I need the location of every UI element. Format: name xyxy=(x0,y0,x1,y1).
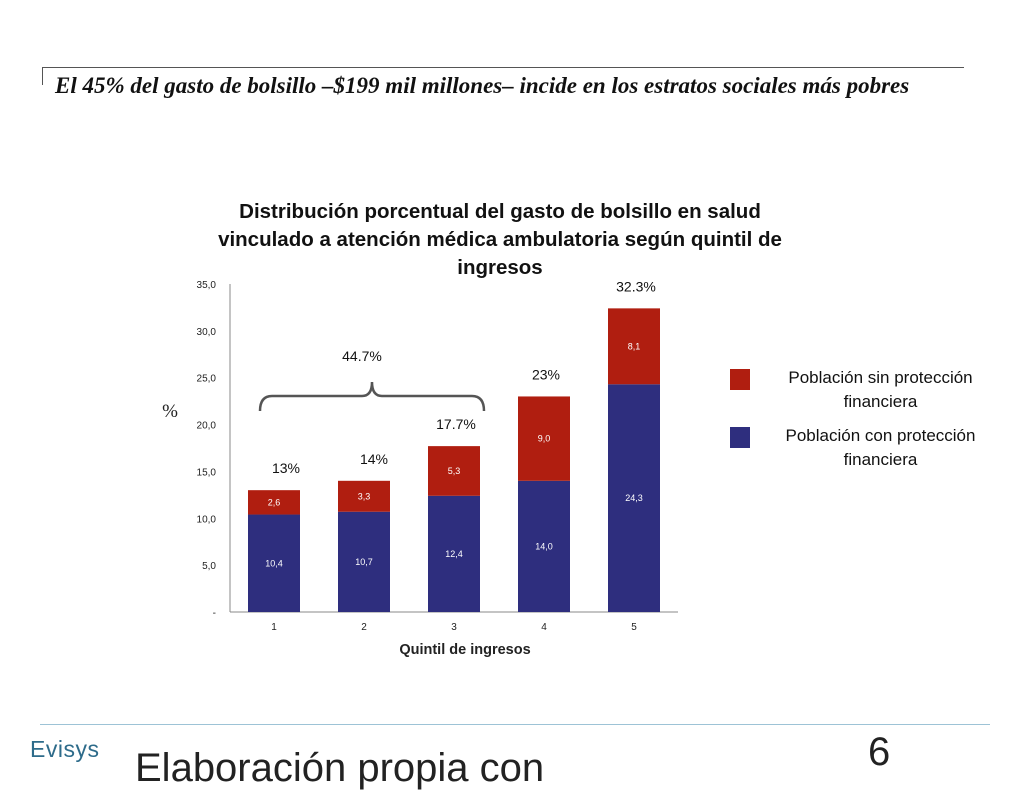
bar-data-label: 24,3 xyxy=(625,493,643,503)
chart-title: Distribución porcentual del gasto de bol… xyxy=(218,200,782,279)
x-tick-label: 3 xyxy=(451,622,457,633)
bar-segment-con-proteccion xyxy=(608,384,660,612)
header-tick xyxy=(42,67,43,85)
y-tick-label: 35,0 xyxy=(197,280,217,291)
quintile-bracket xyxy=(258,381,486,412)
legend-swatch-red xyxy=(730,369,750,390)
x-tick-label: 4 xyxy=(541,622,547,633)
bar-data-label: 2,6 xyxy=(268,497,281,507)
legend-label-con-proteccion: Población con protección financiera xyxy=(785,426,976,469)
bar-data-label: 14,0 xyxy=(535,541,553,551)
bar-segment-sin-proteccion xyxy=(248,490,300,515)
x-tick-label: 5 xyxy=(631,622,637,633)
bar-total-label: 14% xyxy=(360,451,388,467)
bar-total-label: 13% xyxy=(272,460,300,476)
y-tick-label: 30,0 xyxy=(197,327,217,338)
page-number: 6 xyxy=(868,730,891,774)
footer-note: Elaboración propia con xyxy=(135,746,545,790)
bar-segment-sin-proteccion xyxy=(518,396,570,481)
bar-data-label: 12,4 xyxy=(445,549,463,559)
bracket-label: 44.7% xyxy=(342,348,382,364)
x-tick-label: 1 xyxy=(271,622,277,633)
bar-data-label: 8,1 xyxy=(628,341,641,351)
bar-total-label: 17.7% xyxy=(436,416,476,432)
y-tick-label: 25,0 xyxy=(197,374,217,385)
bar-segment-con-proteccion xyxy=(518,480,570,612)
y-tick-label: 20,0 xyxy=(197,421,217,432)
bar-data-label: 10,7 xyxy=(355,557,373,567)
header-rule xyxy=(42,67,964,68)
bar-segment-con-proteccion xyxy=(338,511,390,612)
y-tick-label: - xyxy=(213,608,216,619)
legend-swatch-blue xyxy=(730,427,750,448)
bar-total-label: 23% xyxy=(532,366,560,382)
bar-segment-sin-proteccion xyxy=(608,308,660,385)
y-tick-label: 10,0 xyxy=(197,514,217,525)
legend-label-sin-proteccion: Población sin protección financiera xyxy=(788,368,973,411)
slide-headline: El 45% del gasto de bolsillo –$199 mil m… xyxy=(55,73,910,98)
stacked-bar-chart: - 5,0 10,0 15,0 20,0 25,0 30,0 35,0% 10,4 2,6 13% 1… xyxy=(162,278,678,658)
y-axis-label: % xyxy=(162,401,178,422)
evisys-logo: Evisys xyxy=(30,736,100,762)
x-tick-label: 2 xyxy=(361,622,367,633)
bar-data-label: 3,3 xyxy=(358,491,371,501)
bar-data-label: 5,3 xyxy=(448,466,461,476)
bar-segment-sin-proteccion xyxy=(428,446,480,496)
legend-item-sin-proteccion: Población sin protección financiera xyxy=(730,366,983,414)
y-tick-label: 15,0 xyxy=(197,467,217,478)
x-axis-label: Quintil de ingresos xyxy=(399,642,530,658)
bar-data-label: 10,4 xyxy=(265,558,283,568)
bar-segment-con-proteccion xyxy=(428,495,480,612)
bar-segment-sin-proteccion xyxy=(338,480,390,512)
bar-segment-con-proteccion xyxy=(248,514,300,612)
y-tick-label: 5,0 xyxy=(202,561,216,572)
bar-data-label: 9,0 xyxy=(538,434,551,444)
legend-item-con-proteccion: Población con protección financiera xyxy=(730,424,983,472)
bar-total-label: 32.3% xyxy=(616,278,656,294)
footer-rule xyxy=(40,724,990,725)
